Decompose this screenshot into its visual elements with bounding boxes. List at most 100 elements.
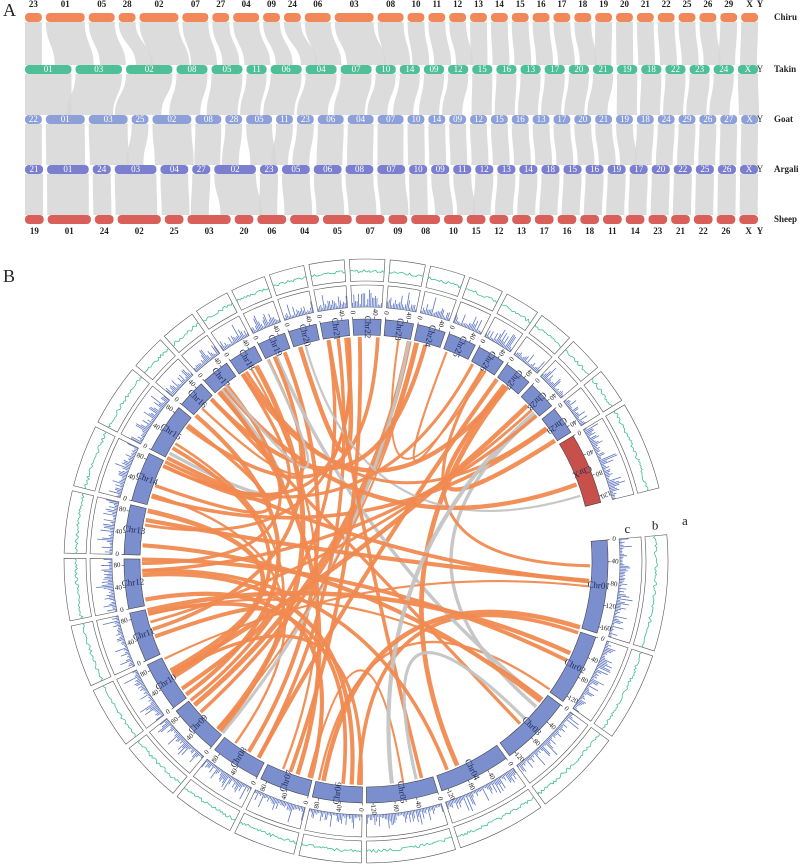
density-bar (125, 454, 134, 459)
synteny-ribbon (564, 74, 589, 115)
density-bar (564, 719, 567, 722)
gc-line (107, 377, 143, 428)
tick-mark (134, 640, 138, 642)
tick-label: 0 (315, 314, 323, 319)
synteny-ribbon (616, 124, 637, 165)
density-bar (173, 730, 177, 733)
density-bar (228, 775, 231, 779)
density-bar (139, 439, 143, 442)
ideogram (129, 609, 161, 662)
ideogram (203, 362, 237, 394)
density-bar (176, 734, 181, 739)
chromosome-bar (428, 115, 446, 124)
density-bar (446, 312, 451, 321)
density-bar (215, 768, 220, 774)
gc-line (427, 276, 462, 289)
density-bar (589, 435, 600, 442)
density-bar (553, 731, 558, 736)
tick-label: 40 (414, 800, 423, 809)
density-bar (568, 405, 572, 409)
track-c-frame (563, 387, 601, 427)
density-bar (163, 401, 167, 405)
density-bar (435, 311, 438, 317)
chromosome-label: 25 (700, 164, 710, 174)
density-bar (148, 694, 151, 697)
density-bar (340, 813, 343, 824)
density-bar (599, 660, 608, 665)
density-bar (162, 396, 169, 403)
density-bar (497, 339, 502, 345)
density-bar (255, 790, 258, 794)
chromosome-bar (678, 115, 696, 124)
density-bar (607, 480, 615, 484)
density-bar (606, 642, 609, 645)
tick-label: 40 (337, 309, 346, 317)
synteny-ribbon (259, 174, 278, 215)
density-bar (532, 366, 536, 371)
tick-label: 40 (304, 314, 314, 323)
gc-line (74, 558, 84, 620)
synteny-ribbon (263, 74, 302, 115)
tick-label: 80 (259, 783, 269, 793)
tick-mark (572, 434, 576, 437)
tick-label: 0 (115, 550, 120, 558)
density-bar (533, 751, 546, 766)
tick-mark (179, 402, 182, 405)
density-bar (244, 784, 247, 787)
density-bar (140, 434, 145, 438)
density-bar (560, 395, 564, 398)
synteny-ribbon (333, 74, 372, 115)
chromosome-bar (490, 13, 508, 22)
density-bar (137, 684, 145, 689)
density-bar (150, 395, 165, 407)
density-bar (478, 788, 482, 792)
gc-line (82, 623, 104, 682)
tick-mark (560, 704, 563, 707)
density-bar (123, 461, 132, 466)
density-bar (149, 422, 153, 425)
density-bar (499, 332, 508, 346)
density-bar (534, 367, 538, 372)
density-bar (339, 300, 342, 309)
density-bar (592, 675, 598, 679)
ideogram (311, 780, 363, 804)
density-bar (427, 807, 432, 821)
density-bar (618, 583, 628, 586)
density-bar (538, 746, 543, 752)
density-bar (289, 803, 293, 812)
gc-line (501, 304, 531, 324)
density-bar (596, 451, 604, 456)
density-bar (612, 619, 624, 624)
density-bar (292, 804, 296, 811)
density-bar (286, 304, 292, 319)
synteny-ribbon (616, 22, 634, 65)
tick-mark (554, 407, 557, 410)
density-bar (113, 624, 121, 628)
density-bar (540, 744, 551, 755)
track-b-frame (528, 315, 570, 355)
density-bar (140, 424, 149, 430)
tick-mark (566, 695, 570, 698)
density-bar (300, 807, 305, 821)
chromosome-label: 14 (631, 226, 641, 236)
density-bar (617, 593, 626, 596)
tick-label: 40 (611, 557, 619, 566)
tick-label: 0 (533, 376, 541, 385)
density-bar (539, 745, 550, 757)
density-bar (522, 760, 526, 764)
density-bar (609, 631, 613, 633)
gc-line (102, 685, 136, 738)
density-bar (345, 814, 348, 825)
chromosome-bar (617, 65, 638, 74)
chromosome-bar (407, 13, 425, 22)
chromosome-bar (497, 165, 516, 174)
chromosome-bar (94, 215, 114, 224)
density-bar (605, 644, 612, 647)
density-bar (530, 362, 536, 369)
chromosome-bar (592, 65, 614, 74)
tick-label: 40 (280, 791, 290, 801)
density-bar (175, 735, 182, 742)
ideogram (181, 383, 213, 416)
track-c-frame (572, 640, 629, 722)
density-bar (439, 308, 444, 319)
